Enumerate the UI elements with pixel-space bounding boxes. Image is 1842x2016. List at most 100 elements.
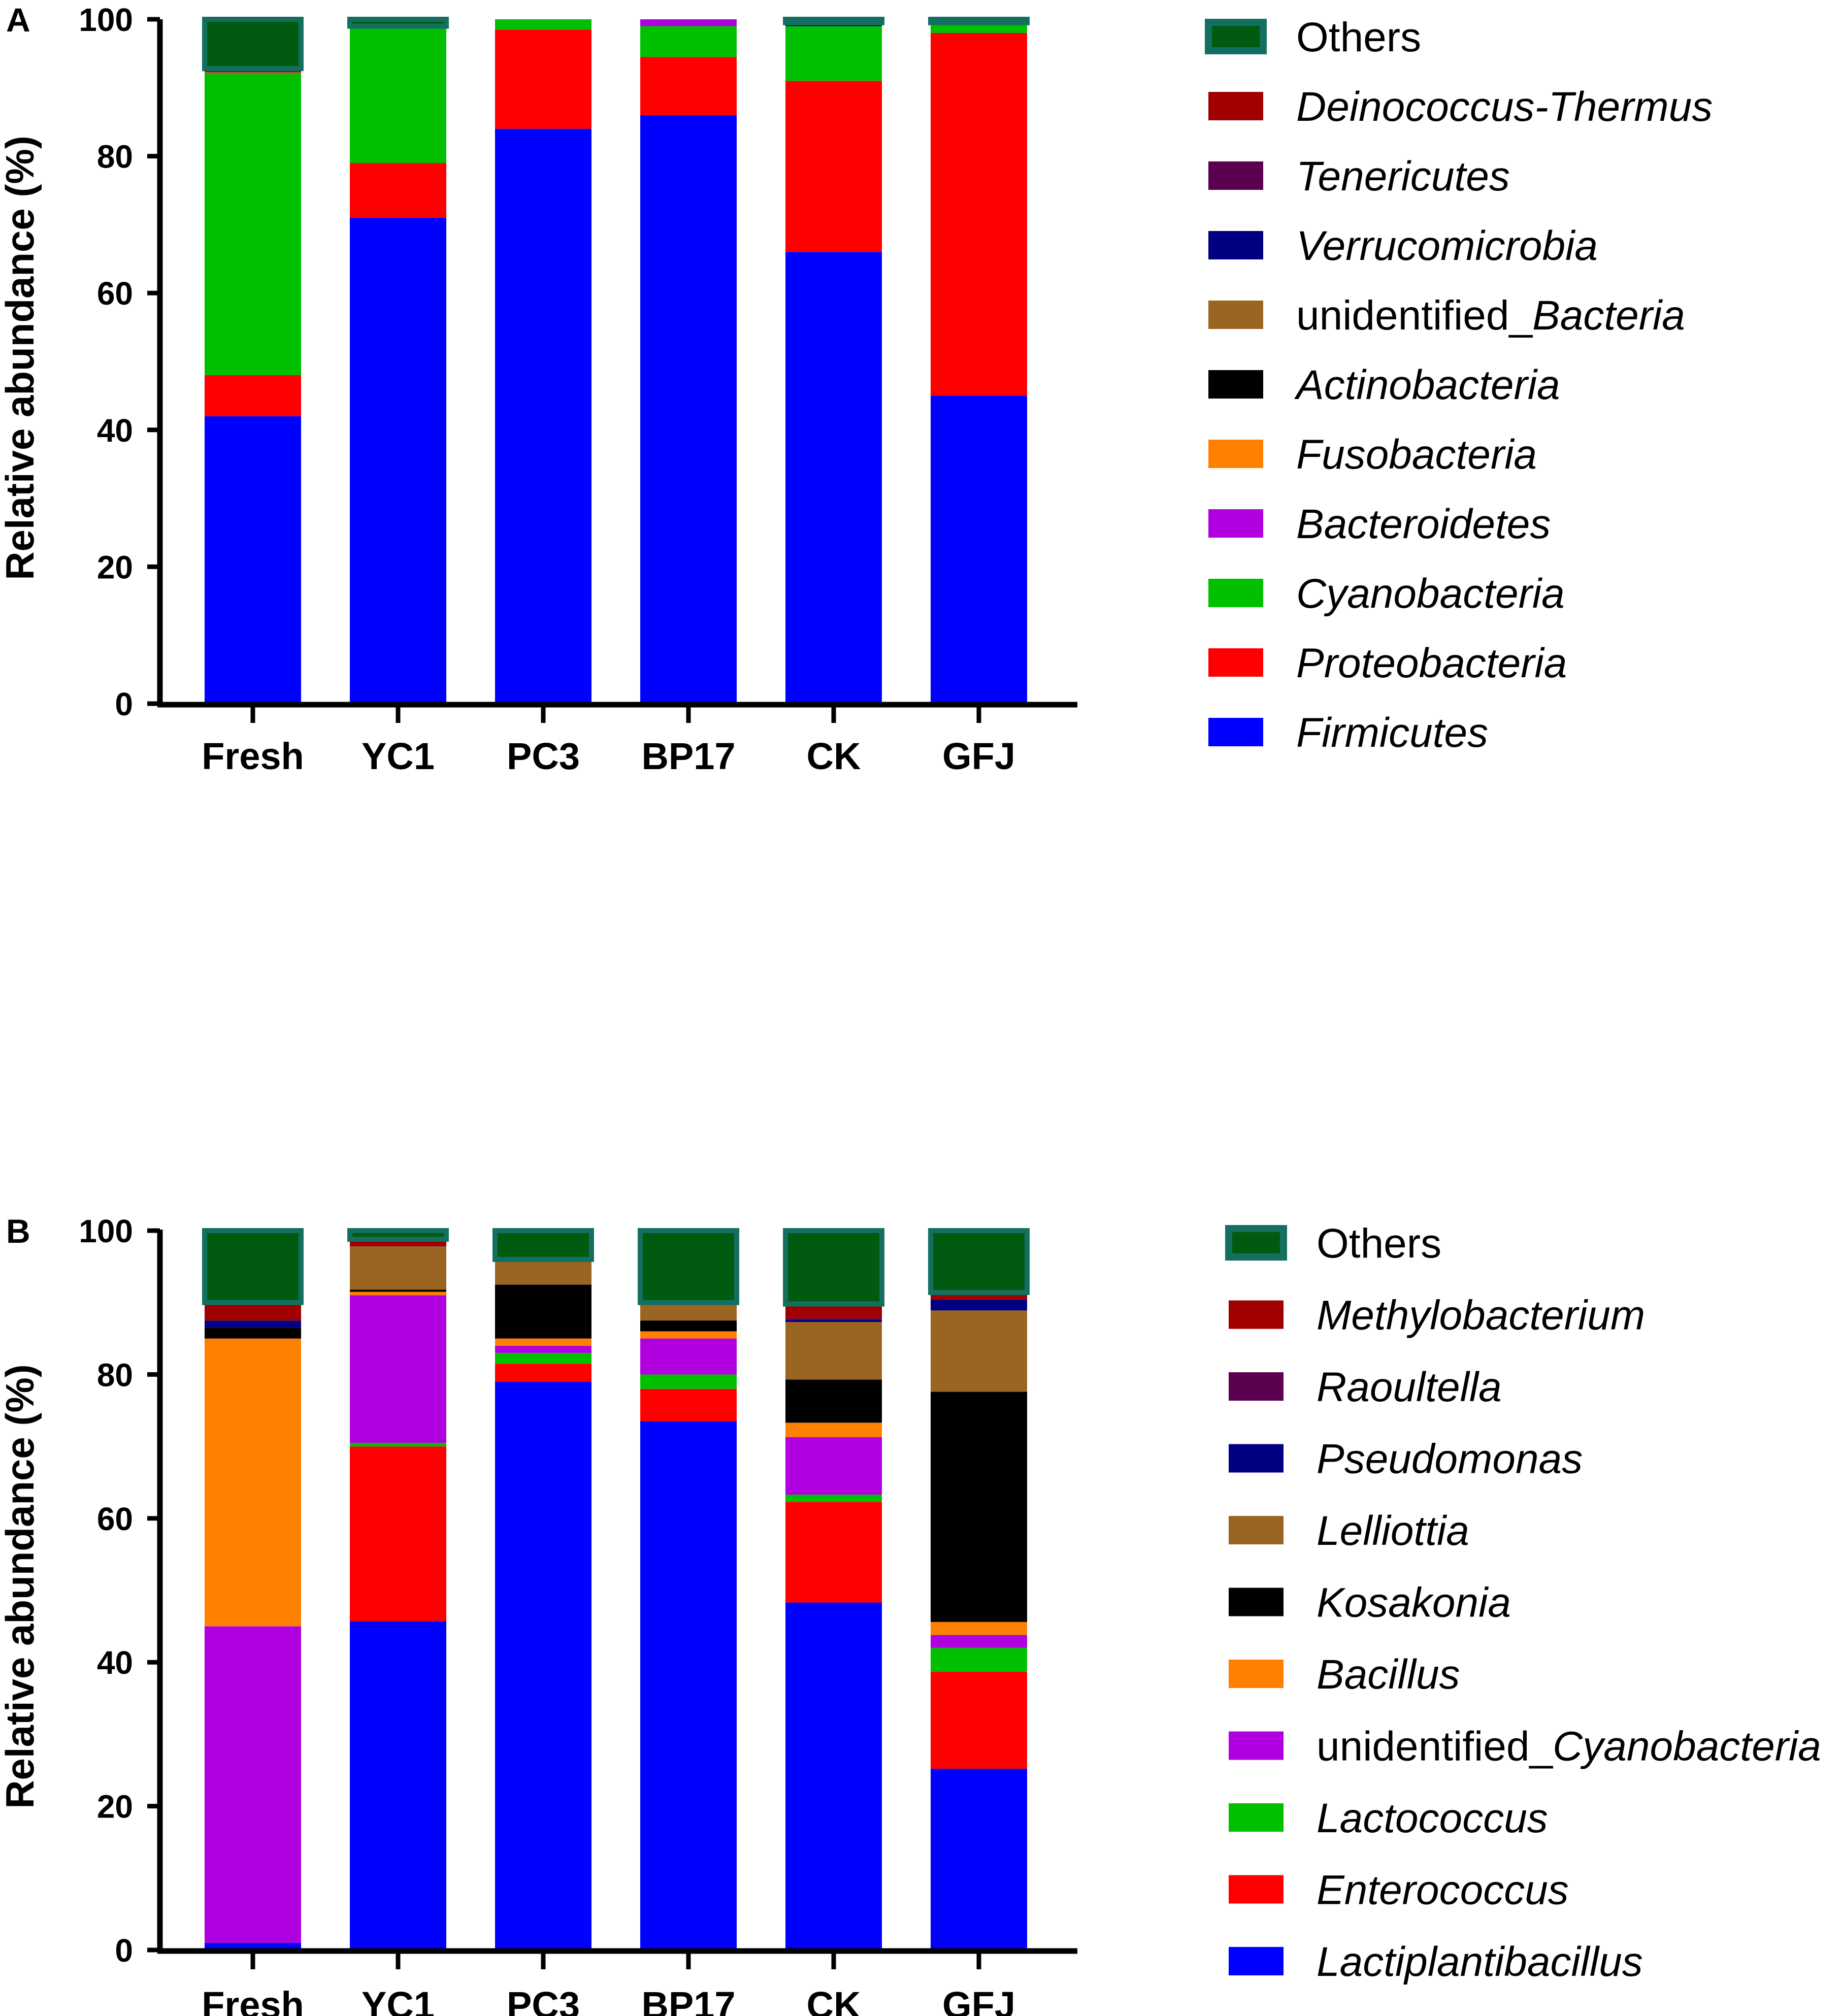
legend-swatch-methylobacterium xyxy=(1229,1301,1284,1329)
bar-segment-gfj-lelliottia xyxy=(931,1310,1027,1392)
x-label-ck: CK xyxy=(807,735,861,777)
legend-label-lactiplantibacillus: Lactiplantibacillus xyxy=(1317,1939,1643,1985)
legend-swatch-lelliottia xyxy=(1229,1516,1284,1544)
bar-segment-pc3-others xyxy=(495,1231,591,1260)
legend-swatch-others xyxy=(1229,1229,1284,1257)
bar-segment-pc3-proteobacteria xyxy=(495,29,591,128)
legend-label-actinobacteria: Actinobacteria xyxy=(1294,362,1560,408)
panel-b: B Relative abundance (%) 020406080100 Fr… xyxy=(0,1212,1821,2016)
bar-segment-ck-pseudomonas xyxy=(785,1320,882,1322)
bar-segment-gfj-lactiplantibacillus xyxy=(931,1769,1027,1950)
bar-segment-gfj-others xyxy=(931,19,1027,23)
x-label-fresh: Fresh xyxy=(202,735,304,777)
panel-a-bars xyxy=(205,19,1027,704)
bar-segment-yc1-enterococcus xyxy=(350,1446,446,1621)
bar-segment-fresh-unidentified-bacteria xyxy=(205,72,301,74)
legend-label-others: Others xyxy=(1317,1220,1441,1267)
y-tick-label: 100 xyxy=(79,1213,133,1249)
bar-segment-fresh-cyanobacteria xyxy=(205,74,301,375)
bar-segment-gfj-kosakonia xyxy=(931,1392,1027,1622)
bar-segment-bp17-proteobacteria xyxy=(640,57,737,115)
legend-swatch-tenericutes xyxy=(1208,161,1263,190)
x-label-pc3: PC3 xyxy=(507,735,580,777)
bar-segment-fresh-bacillus xyxy=(205,1339,301,1627)
legend-swatch-unidentified-bacteria xyxy=(1208,301,1263,329)
panel-a-letter: A xyxy=(6,1,30,39)
legend-label-proteobacteria: Proteobacteria xyxy=(1296,640,1567,686)
legend-label-cyanobacteria: Cyanobacteria xyxy=(1296,571,1565,617)
bar-segment-pc3-cyanobacteria xyxy=(495,19,591,29)
bar-segment-pc3-lactiplantibacillus xyxy=(495,1382,591,1950)
legend-label-fusobacteria: Fusobacteria xyxy=(1296,432,1537,478)
legend-label-unidentified-bacteria: unidentified_Bacteria xyxy=(1296,292,1685,339)
bar-segment-ck-others xyxy=(785,19,882,23)
legend-label-bacteroidetes: Bacteroidetes xyxy=(1296,501,1551,547)
panel-a-y-axis-title: Relative abundance (%) xyxy=(0,136,42,580)
bar-segment-yc1-proteobacteria xyxy=(350,163,446,218)
bar-segment-gfj-pseudomonas xyxy=(931,1300,1027,1310)
legend-swatch-others xyxy=(1208,22,1263,51)
legend-label-lactococcus: Lactococcus xyxy=(1317,1795,1548,1841)
bar-segment-bp17-lelliottia xyxy=(640,1303,737,1320)
bar-segment-ck-cyanobacteria xyxy=(785,26,882,81)
x-label-fresh: Fresh xyxy=(202,1984,304,2016)
bar-segment-yc1-lactiplantibacillus xyxy=(350,1621,446,1950)
x-label-bp17: BP17 xyxy=(641,735,735,777)
figure: A Relative abundance (%) 020406080100 Fr… xyxy=(0,0,1842,2016)
bar-segment-fresh-unidentified-cyanobacteria xyxy=(205,1626,301,1942)
panel-a-y-ticks: 0 20 40 60 80 100 xyxy=(79,2,160,722)
bar-segment-yc1-unidentified-cyanobacteria xyxy=(350,1296,446,1443)
legend-swatch-fusobacteria xyxy=(1208,440,1263,468)
bar-segment-ck-lelliottia xyxy=(785,1322,882,1379)
y-tick-label: 20 xyxy=(97,1789,133,1825)
bar-segment-ck-lactococcus xyxy=(785,1495,882,1502)
bar-segment-bp17-bacteroidetes xyxy=(640,19,737,26)
bar-segment-gfj-firmicutes xyxy=(931,395,1027,704)
legend-swatch-deinococcus-thermus xyxy=(1208,92,1263,120)
panel-b-x-labels: Fresh YC1 PC3 BP17 CK GFJ xyxy=(202,1950,1015,2016)
y-tick-label: 100 xyxy=(79,2,133,38)
legend-label-verrucomicrobia: Verrucomicrobia xyxy=(1296,223,1598,269)
bar-segment-pc3-kosakonia xyxy=(495,1284,591,1338)
bar-segment-bp17-firmicutes xyxy=(640,115,737,704)
legend-swatch-raoultella xyxy=(1229,1372,1284,1401)
panel-a-x-labels: Fresh YC1 PC3 BP17 CK GFJ xyxy=(202,704,1015,777)
bar-segment-fresh-proteobacteria xyxy=(205,375,301,416)
bar-segment-yc1-others xyxy=(350,19,446,26)
bar-segment-yc1-lactococcus xyxy=(350,1443,446,1446)
legend-swatch-actinobacteria xyxy=(1208,370,1263,399)
bar-segment-pc3-firmicutes xyxy=(495,129,591,704)
panel-b-bars xyxy=(205,1231,1027,1950)
bar-segment-yc1-cyanobacteria xyxy=(350,26,446,163)
bar-segment-ck-unidentified-cyanobacteria xyxy=(785,1437,882,1495)
legend-label-methylobacterium: Methylobacterium xyxy=(1317,1293,1645,1339)
bar-segment-pc3-enterococcus xyxy=(495,1364,591,1381)
legend-label-others: Others xyxy=(1296,14,1421,60)
legend-swatch-cyanobacteria xyxy=(1208,579,1263,607)
bar-segment-yc1-lelliottia xyxy=(350,1246,446,1290)
bar-segment-ck-enterococcus xyxy=(785,1502,882,1602)
y-tick-label: 60 xyxy=(97,1501,133,1537)
legend-label-raoultella: Raoultella xyxy=(1317,1364,1502,1410)
bar-segment-yc1-bacillus xyxy=(350,1292,446,1295)
bar-segment-fresh-kosakonia xyxy=(205,1328,301,1338)
x-label-pc3: PC3 xyxy=(507,1984,580,2016)
bar-segment-bp17-unidentified-cyanobacteria xyxy=(640,1339,737,1375)
bar-segment-bp17-enterococcus xyxy=(640,1389,737,1422)
bar-segment-gfj-others xyxy=(931,1231,1027,1293)
bar-segment-pc3-unidentified-cyanobacteria xyxy=(495,1346,591,1353)
legend-swatch-lactococcus xyxy=(1229,1803,1284,1832)
x-label-gfj: GFJ xyxy=(942,735,1015,777)
panel-b-y-ticks: 0 20 40 60 80 100 xyxy=(79,1213,160,1969)
bar-segment-ck-bacillus xyxy=(785,1423,882,1437)
legend-label-bacillus: Bacillus xyxy=(1317,1651,1460,1698)
legend-label-enterococcus: Enterococcus xyxy=(1317,1867,1569,1913)
x-label-ck: CK xyxy=(807,1984,861,2016)
y-tick-label: 0 xyxy=(115,1932,133,1969)
bar-segment-bp17-others xyxy=(640,1231,737,1303)
legend-label-firmicutes: Firmicutes xyxy=(1296,710,1488,756)
panel-b-letter: B xyxy=(6,1212,30,1250)
y-tick-label: 20 xyxy=(97,549,133,585)
legend-label-unidentified-cyanobacteria: unidentified_Cyanobacteria xyxy=(1317,1724,1821,1770)
legend-label-tenericutes: Tenericutes xyxy=(1296,153,1510,200)
